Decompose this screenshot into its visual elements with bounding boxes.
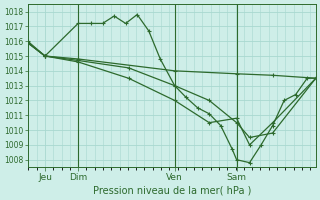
X-axis label: Pression niveau de la mer( hPa ): Pression niveau de la mer( hPa ) xyxy=(92,186,251,196)
